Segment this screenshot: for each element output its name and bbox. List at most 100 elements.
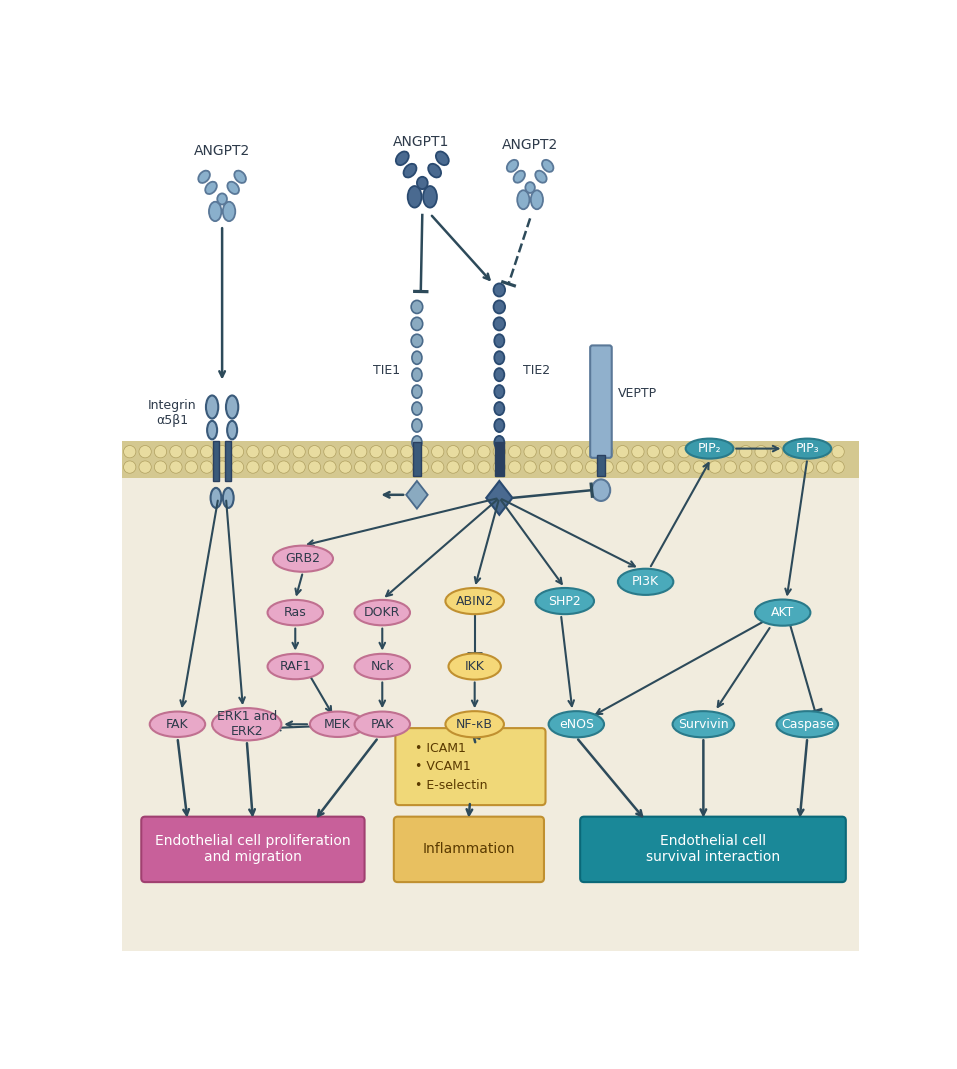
Circle shape: [601, 461, 613, 474]
Ellipse shape: [228, 182, 239, 195]
Ellipse shape: [494, 300, 505, 313]
Circle shape: [262, 461, 275, 474]
Circle shape: [139, 461, 151, 474]
Circle shape: [216, 446, 229, 458]
Text: • E-selectin: • E-selectin: [414, 779, 487, 792]
Ellipse shape: [531, 190, 543, 210]
Text: Survivin: Survivin: [679, 717, 728, 731]
Text: GRB2: GRB2: [285, 553, 321, 566]
Ellipse shape: [310, 712, 366, 737]
Circle shape: [832, 446, 844, 458]
Ellipse shape: [412, 317, 423, 330]
Circle shape: [540, 446, 551, 458]
Text: ERK1 and
ERK2: ERK1 and ERK2: [216, 710, 277, 739]
Ellipse shape: [408, 186, 421, 207]
Ellipse shape: [525, 182, 535, 193]
Circle shape: [247, 446, 259, 458]
Text: SHP2: SHP2: [548, 594, 581, 607]
Ellipse shape: [412, 436, 422, 449]
Circle shape: [386, 446, 398, 458]
Circle shape: [370, 446, 382, 458]
Circle shape: [755, 461, 768, 474]
Text: Caspase: Caspase: [781, 717, 834, 731]
Circle shape: [662, 461, 675, 474]
Circle shape: [386, 461, 398, 474]
Circle shape: [694, 446, 705, 458]
Circle shape: [185, 446, 197, 458]
Ellipse shape: [412, 352, 422, 365]
Ellipse shape: [412, 335, 423, 347]
Text: TIE2: TIE2: [523, 365, 550, 377]
Ellipse shape: [211, 487, 221, 508]
Circle shape: [586, 446, 598, 458]
Ellipse shape: [396, 152, 409, 165]
Text: PIP₂: PIP₂: [698, 443, 722, 455]
Circle shape: [555, 446, 568, 458]
Circle shape: [678, 461, 690, 474]
Ellipse shape: [417, 176, 428, 189]
Ellipse shape: [495, 385, 504, 398]
Polygon shape: [406, 481, 428, 509]
Circle shape: [478, 446, 490, 458]
Circle shape: [354, 446, 367, 458]
Circle shape: [123, 461, 136, 474]
Ellipse shape: [212, 708, 281, 741]
Ellipse shape: [412, 300, 423, 313]
Circle shape: [570, 446, 583, 458]
Circle shape: [662, 446, 675, 458]
Circle shape: [323, 461, 336, 474]
Circle shape: [370, 461, 382, 474]
Ellipse shape: [517, 190, 529, 210]
Circle shape: [493, 446, 505, 458]
Ellipse shape: [495, 335, 504, 347]
Circle shape: [323, 446, 336, 458]
Text: Endothelial cell proliferation
and migration: Endothelial cell proliferation and migra…: [155, 834, 350, 865]
Text: ANGPT1: ANGPT1: [392, 135, 449, 149]
Circle shape: [570, 461, 583, 474]
Ellipse shape: [495, 419, 504, 432]
Ellipse shape: [494, 317, 505, 330]
Circle shape: [278, 446, 290, 458]
Circle shape: [647, 461, 659, 474]
Circle shape: [478, 461, 490, 474]
Circle shape: [123, 446, 136, 458]
Bar: [225, 440, 232, 481]
Ellipse shape: [412, 368, 422, 382]
Circle shape: [247, 461, 259, 474]
Ellipse shape: [776, 711, 838, 738]
Ellipse shape: [445, 711, 504, 738]
Text: ANGPT2: ANGPT2: [502, 138, 558, 152]
Circle shape: [462, 461, 475, 474]
Ellipse shape: [226, 396, 238, 419]
Circle shape: [755, 446, 768, 458]
Circle shape: [724, 446, 737, 458]
Ellipse shape: [223, 487, 234, 508]
Text: Endothelial cell
survival interaction: Endothelial cell survival interaction: [646, 834, 780, 865]
Circle shape: [232, 461, 244, 474]
Bar: [122, 440, 859, 478]
Circle shape: [447, 461, 459, 474]
Text: • ICAM1: • ICAM1: [414, 742, 465, 756]
Ellipse shape: [685, 438, 733, 459]
Text: PIP₃: PIP₃: [795, 443, 819, 455]
Circle shape: [308, 461, 321, 474]
Ellipse shape: [495, 352, 504, 365]
Circle shape: [678, 446, 690, 458]
Text: • VCAM1: • VCAM1: [414, 760, 471, 773]
Text: Nck: Nck: [370, 660, 394, 673]
Bar: [495, 443, 504, 477]
Ellipse shape: [217, 193, 227, 204]
Circle shape: [169, 461, 182, 474]
Ellipse shape: [198, 171, 210, 183]
Text: FAK: FAK: [167, 717, 189, 731]
Circle shape: [401, 461, 413, 474]
Circle shape: [462, 446, 475, 458]
Circle shape: [832, 461, 844, 474]
Circle shape: [724, 461, 737, 474]
Circle shape: [586, 461, 598, 474]
Text: Inflammation: Inflammation: [423, 842, 515, 856]
Circle shape: [154, 446, 167, 458]
Text: eNOS: eNOS: [559, 717, 593, 731]
Circle shape: [601, 446, 613, 458]
Ellipse shape: [495, 368, 504, 382]
